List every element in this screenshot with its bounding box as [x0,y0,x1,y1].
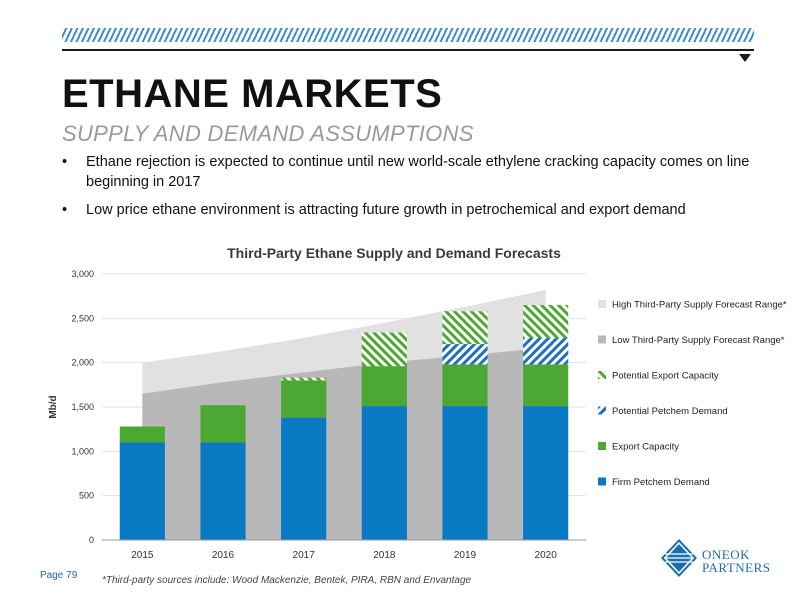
legend-swatch [598,371,606,379]
bar-segment [281,377,327,381]
legend-label: Export Capacity [612,442,679,453]
header-arrow-icon [739,54,751,62]
chart-container: Third-Party Ethane Supply and Demand For… [46,236,798,570]
page-number: Page 79 [40,570,78,581]
header-hatch-band [62,28,754,42]
legend-swatch [598,300,606,308]
bar-segment [523,337,569,365]
x-tick-label: 2015 [131,550,154,561]
logo-line-2: PARTNERS [702,560,771,575]
bar-segment [523,406,569,540]
y-tick-label: 1,000 [71,446,94,456]
header-rule [62,49,754,51]
bullet-list: Ethane rejection is expected to continue… [62,152,782,228]
x-tick-label: 2018 [373,550,396,561]
page-title: ETHANE MARKETS [62,72,443,116]
bullet-item: Low price ethane environment is attracti… [62,200,782,220]
bar-segment [361,366,407,407]
y-axis-label: Mb/d [48,395,59,418]
bar-segment [281,380,327,418]
x-tick-label: 2019 [454,550,477,561]
chart-title: Third-Party Ethane Supply and Demand For… [227,245,561,261]
logo-line-1: ONEOK [702,547,750,562]
y-tick-label: 2,000 [71,358,94,368]
x-tick-label: 2020 [535,550,558,561]
legend-swatch [598,335,606,344]
company-logo: ONEOK PARTNERS [660,538,780,578]
bullet-item: Ethane rejection is expected to continue… [62,152,782,192]
bar-segment [361,332,407,367]
bar-segment [442,406,488,540]
chart-svg: Third-Party Ethane Supply and Demand For… [48,245,787,561]
y-tick-label: 2,500 [71,313,94,323]
legend-label: Firm Petchem Demand [612,477,710,488]
y-tick-label: 0 [89,535,94,545]
y-tick-label: 1,500 [71,402,94,412]
legend-label: Low Third-Party Supply Forecast Range* [612,335,785,346]
bar-segment [281,417,327,540]
legend-swatch [598,442,606,450]
logo-wordmark: ONEOK PARTNERS [702,548,771,574]
bar-segment [523,305,569,338]
logo-diamond-icon [661,539,697,577]
bar-segment [119,426,165,443]
bar-segment [442,344,488,365]
y-tick-label: 500 [79,491,94,501]
bar-segment [442,311,488,345]
legend-label: Potential Export Capacity [612,371,719,382]
bar-segment [200,442,246,540]
legend-swatch [598,406,606,415]
page-subtitle: SUPPLY AND DEMAND ASSUMPTIONS [62,121,474,146]
bar-segment [361,406,407,540]
legend-label: High Third-Party Supply Forecast Range* [612,300,787,311]
source-footnote: *Third-party sources include: Wood Macke… [102,575,472,586]
bar-segment [119,442,165,540]
y-tick-label: 3,000 [71,269,94,279]
bar-segment [523,364,569,407]
bar-segment [200,405,246,443]
x-tick-label: 2016 [212,550,235,561]
bar-segment [442,364,488,407]
legend-swatch [598,477,606,486]
x-tick-label: 2017 [293,550,316,561]
legend-label: Potential Petchem Demand [612,406,728,417]
